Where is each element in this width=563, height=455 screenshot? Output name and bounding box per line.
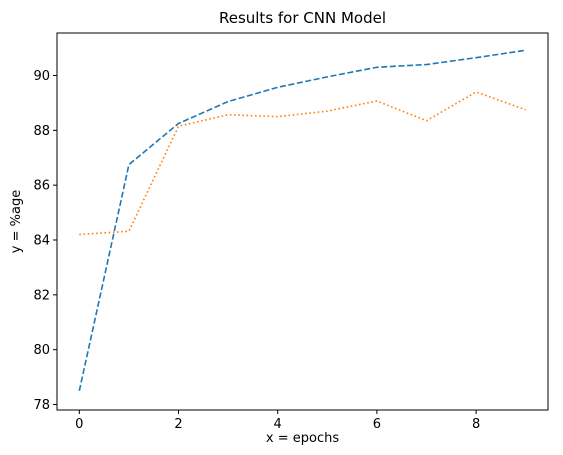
axis-ticks: 0 2 4 6 8 78 80 82 84 86 88 90 — [33, 69, 480, 432]
y-tick-label: 90 — [33, 69, 50, 84]
series-line-1 — [78, 49, 526, 391]
y-tick-label: 78 — [33, 398, 50, 413]
series-line-2 — [79, 91, 526, 236]
x-tick-label: 0 — [75, 417, 83, 432]
series-layer — [78, 49, 526, 391]
y-tick-label: 84 — [33, 234, 50, 249]
x-axis-label: x = epochs — [266, 431, 339, 446]
y-axis-label: y = %age — [9, 190, 24, 253]
x-tick-label: 8 — [472, 417, 480, 432]
y-tick-label: 80 — [33, 343, 50, 358]
y-tick-label: 88 — [33, 124, 50, 139]
x-tick-label: 2 — [174, 417, 182, 432]
y-tick-label: 82 — [33, 288, 50, 303]
chart-title: Results for CNN Model — [219, 9, 386, 27]
x-tick-label: 6 — [373, 417, 381, 432]
plot-frame — [56, 32, 549, 411]
x-tick-label: 4 — [274, 417, 282, 432]
y-tick-label: 86 — [33, 179, 50, 194]
